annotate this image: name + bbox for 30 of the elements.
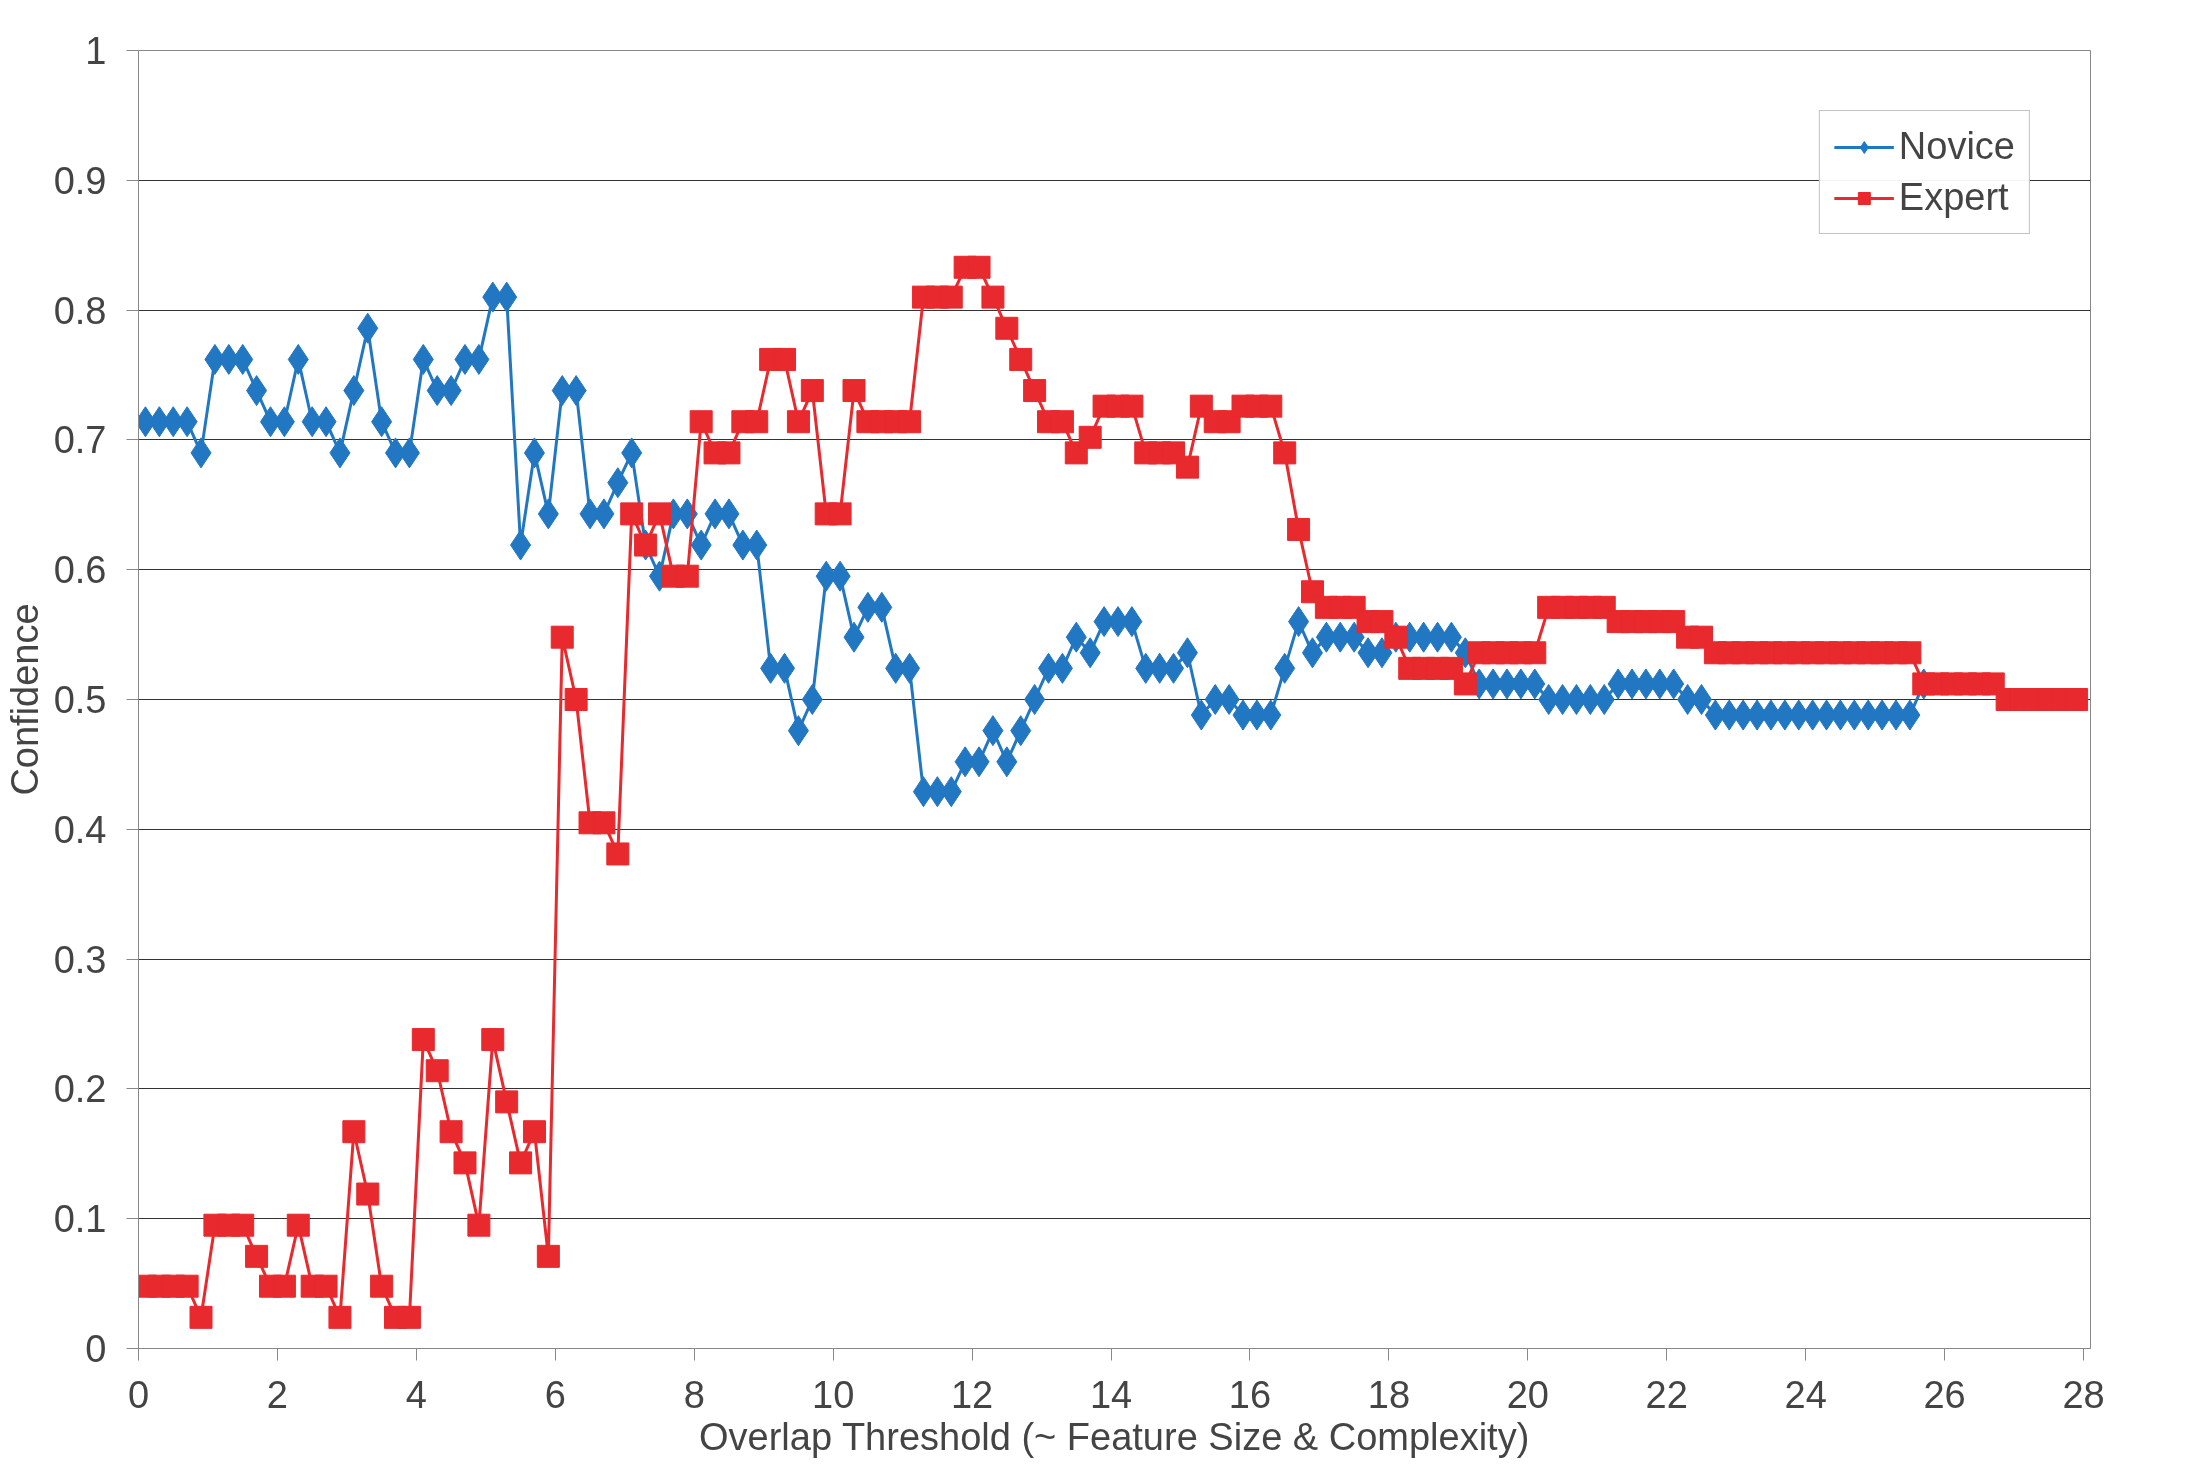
y-tick-label: 0.4 <box>53 808 107 851</box>
y-tick-label: 0.9 <box>53 159 107 202</box>
y-tick-label: 0.7 <box>53 419 107 462</box>
y-tick-label: 0.1 <box>53 1198 107 1241</box>
x-axis-title: Overlap Threshold (~ Feature Size & Complexity) <box>698 1415 1530 1458</box>
x-tick-label: 2 <box>266 1373 289 1416</box>
x-tick-label: 6 <box>544 1373 566 1416</box>
x-tick-label: 4 <box>405 1373 427 1416</box>
y-tick-label: 0.2 <box>53 1068 107 1111</box>
legend-label: Novice <box>1898 125 2015 168</box>
x-tick-label: 26 <box>1923 1373 1966 1416</box>
x-tick-label: 24 <box>1784 1373 1827 1416</box>
x-tick-label: 16 <box>1228 1373 1272 1416</box>
x-tick-label: 22 <box>1645 1373 1688 1416</box>
x-tick-label: 20 <box>1506 1373 1549 1416</box>
x-tick-label: 18 <box>1367 1373 1411 1416</box>
y-tick-label: 0.3 <box>53 938 107 981</box>
y-tick-label: 0 <box>85 1328 107 1370</box>
y-tick-label: 0.6 <box>53 549 107 592</box>
x-tick-label: 10 <box>812 1373 855 1416</box>
x-tick-label: 14 <box>1089 1373 1133 1416</box>
y-tick-label: 1 <box>85 30 107 72</box>
y-tick-label: 0.5 <box>53 679 107 721</box>
x-tick-label: 28 <box>2062 1373 2105 1416</box>
x-tick-label: 12 <box>950 1373 994 1416</box>
y-tick-label: 0.8 <box>53 289 107 332</box>
x-tick-label: 8 <box>683 1373 705 1416</box>
legend-label: Expert <box>1898 176 2009 219</box>
y-axis-title: Confidence <box>3 603 46 796</box>
x-tick-label: 0 <box>127 1373 150 1416</box>
